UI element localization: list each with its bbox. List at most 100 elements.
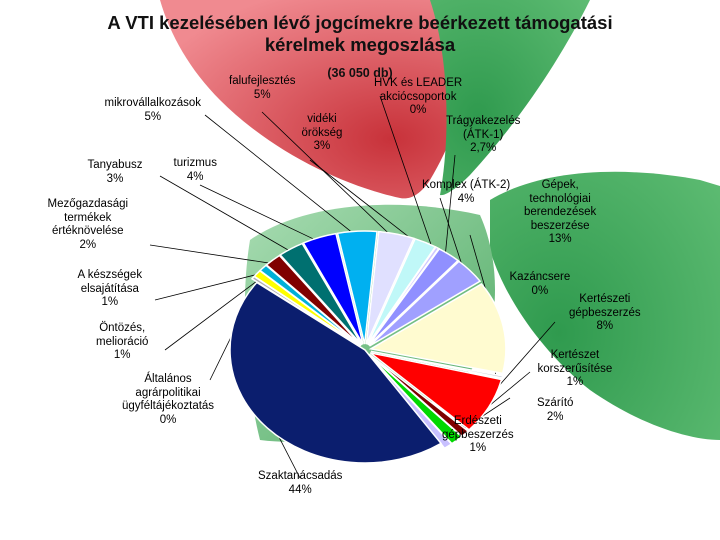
slice-label-line: Általános bbox=[144, 373, 192, 385]
pie-slice-tragyakezeles bbox=[367, 247, 460, 346]
slice-label-erdeszeti: Erdészeti gépbeszerzés 1% bbox=[442, 415, 514, 456]
slice-percent: 1% bbox=[101, 296, 119, 308]
slice-label-falufejlesztes: falufejlesztés 5% bbox=[229, 75, 295, 102]
slice-label-line: vidéki bbox=[307, 113, 337, 125]
red-petal-shape bbox=[160, 0, 490, 199]
slice-percent: 13% bbox=[548, 233, 572, 245]
slice-label-line: Gépek, bbox=[541, 179, 579, 191]
leader-line-mezogazdasagi bbox=[149, 244, 278, 265]
slice-percent: 5% bbox=[253, 88, 271, 101]
slice-label-line: Mezőgazdasági bbox=[47, 198, 129, 210]
leader-line-keszsegek bbox=[154, 271, 268, 301]
slice-label-line: HVK és LEADER bbox=[374, 77, 463, 89]
slice-label-hvk_leader: HVK és LEADER akciócsoportok 0% bbox=[374, 77, 462, 118]
slice-label-komplex: Komplex (ÁTK-2) 4% bbox=[422, 179, 510, 206]
slice-label-line: Öntözés, bbox=[99, 322, 146, 334]
slice-label-line: (ÁTK-1) bbox=[463, 128, 504, 141]
pie-slice-mezogazdasagi bbox=[265, 254, 362, 347]
slice-label-gepek: Gépek, technológiai berendezések beszerzése… bbox=[524, 179, 596, 247]
slice-label-szarito: Szárító 2% bbox=[537, 397, 573, 424]
pie-slice-falufejlesztes bbox=[365, 230, 415, 345]
slice-percent: 0% bbox=[531, 284, 549, 297]
slice-percent: 0% bbox=[159, 413, 177, 426]
slice-label-kerteszeti_gep: Kertészeti gépbeszerzés 8% bbox=[569, 293, 641, 334]
slice-label-line: Trágyakezelés bbox=[446, 115, 521, 127]
slice-label-mezogazdasagi: Mezőgazdasági termékek értéknövelése 2% bbox=[48, 198, 129, 252]
slice-label-line: gépbeszerzés bbox=[569, 306, 641, 319]
pie-slice-komplex bbox=[368, 260, 482, 347]
slice-percent: 3% bbox=[313, 140, 331, 152]
slice-label-turizmus: turizmus 4% bbox=[174, 157, 217, 184]
slice-label-line: agrárpolitikai bbox=[135, 386, 201, 399]
slice-label-line: technológiai bbox=[529, 192, 591, 205]
pie-slice-erdeszeti bbox=[367, 354, 453, 450]
slice-label-line: akciócsoportok bbox=[379, 90, 457, 103]
slice-percent: 8% bbox=[596, 320, 614, 332]
pie-slice-gepek bbox=[368, 283, 507, 375]
slice-label-line: A készségek bbox=[77, 269, 143, 281]
chart-subtitle: (36 050 db) bbox=[327, 66, 393, 80]
slice-label-tragyakezeles: Trágyakezelés (ÁTK-1) 2,7% bbox=[446, 115, 520, 156]
slice-label-line: beszerzése bbox=[530, 219, 590, 232]
slice-label-line: értéknövelése bbox=[51, 225, 124, 237]
slice-label-altalanos: Általános agrárpolitikai ügyféltájékoztatá… bbox=[122, 373, 214, 427]
slice-label-line: Szárító bbox=[537, 397, 574, 409]
slice-label-tanyabusz: Tanyabusz 3% bbox=[88, 159, 143, 186]
slice-label-line: melioráció bbox=[96, 335, 149, 348]
pie-slice-szaktanacsadas bbox=[229, 281, 443, 464]
slice-label-line: Komplex (ÁTK-2) bbox=[422, 179, 511, 191]
slice-percent: 4% bbox=[457, 192, 475, 205]
chart-title: A VTI kezelésében lévő jogcímekre beérke… bbox=[60, 12, 660, 56]
chart-title-line-1: A VTI kezelésében lévő jogcímekre beérke… bbox=[107, 12, 613, 33]
leader-line-falufejlesztes bbox=[261, 111, 396, 240]
slice-label-line: falufejlesztés bbox=[229, 75, 296, 87]
slice-label-line: turizmus bbox=[173, 157, 217, 169]
leader-line-turizmus bbox=[199, 184, 322, 244]
pie-slice-turizmus bbox=[302, 232, 364, 345]
slice-label-ontozes: Öntözés, melioráció 1% bbox=[96, 322, 148, 363]
slice-label-keszsegek: A készségek elsajátítása 1% bbox=[78, 269, 143, 310]
slice-percent: 2% bbox=[546, 410, 564, 423]
slice-label-kazancsere: Kazáncsere 0% bbox=[510, 271, 571, 298]
pie-slice-mikrovallalkozasok bbox=[336, 230, 378, 345]
slice-label-line: gépbeszerzés bbox=[442, 428, 514, 441]
slice-percent: 1% bbox=[113, 349, 131, 361]
slice-label-line: mikrovállalkozások bbox=[104, 97, 202, 109]
slice-label-line: Szaktanácsadás bbox=[258, 470, 343, 482]
slice-label-line: örökség bbox=[301, 126, 343, 139]
leader-line-komplex bbox=[439, 197, 466, 275]
slice-label-line: Kertészeti bbox=[579, 293, 631, 305]
green-petal-right-shape bbox=[490, 171, 720, 440]
slice-label-line: termékek bbox=[64, 211, 112, 224]
pie-slices bbox=[229, 230, 507, 464]
slice-label-szaktanacsadas: Szaktanácsadás 44% bbox=[258, 470, 342, 497]
slice-label-line: Kertészet bbox=[550, 349, 600, 361]
slice-label-line: berendezések bbox=[524, 206, 597, 218]
leader-line-mikrovallalkozasok bbox=[204, 114, 358, 238]
slice-label-line: Erdészeti bbox=[453, 415, 502, 427]
pie-slice-kazancsere bbox=[370, 350, 504, 379]
slice-percent: 1% bbox=[469, 442, 487, 454]
slice-percent: 2% bbox=[79, 238, 97, 251]
slice-label-mikrovallalkozasok: mikrovállalkozások 5% bbox=[105, 97, 202, 124]
green-petal-top-shape bbox=[430, 0, 590, 196]
slice-percent: 4% bbox=[186, 170, 204, 183]
slice-label-line: ügyféltájékoztatás bbox=[122, 400, 215, 412]
slice-label-line: korszerűsítése bbox=[537, 362, 613, 375]
slice-label-videki_orokseg: vidéki örökség 3% bbox=[302, 113, 343, 154]
slice-percent: 1% bbox=[566, 376, 584, 388]
slice-percent: 44% bbox=[288, 483, 312, 496]
slice-percent: 3% bbox=[106, 172, 124, 185]
leader-line-ontozes bbox=[164, 276, 263, 351]
slice-label-kerteszet_korsz: Kertészet korszerűsítése 1% bbox=[538, 349, 613, 390]
slice-label-line: Tanyabusz bbox=[87, 159, 143, 171]
chart-title-line-2: kérelmek megoszlása bbox=[264, 34, 456, 55]
pie-slice-kerteszeti_gep bbox=[369, 352, 503, 431]
pie-slice-tanyabusz bbox=[279, 242, 363, 346]
slice-percent: 2,7% bbox=[470, 142, 497, 154]
leader-line-tanyabusz bbox=[159, 175, 295, 254]
leader-line-videki_orokseg bbox=[309, 159, 423, 248]
slice-label-line: elsajátítása bbox=[80, 282, 139, 295]
slice-percent: 0% bbox=[409, 104, 427, 116]
